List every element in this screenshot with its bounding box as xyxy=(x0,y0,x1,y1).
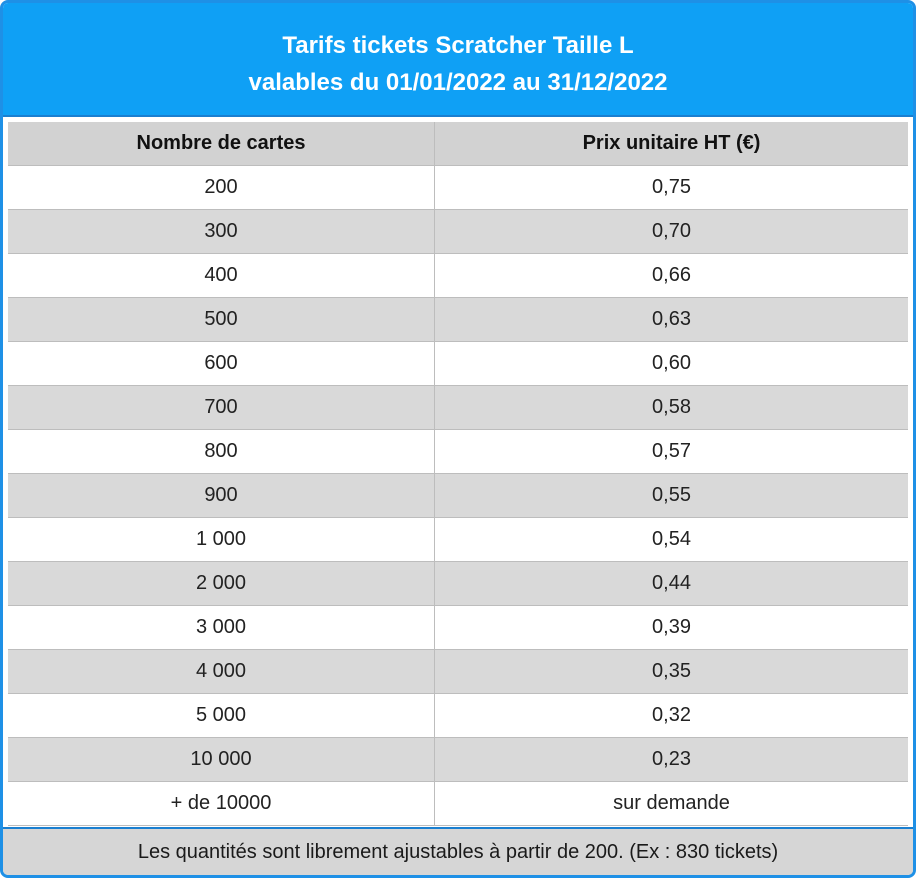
price-cell: 0,32 xyxy=(652,704,691,726)
quantity-cell: 600 xyxy=(8,342,435,385)
table-row: 900 0,55 xyxy=(8,474,908,518)
quantity-cell: 10 000 xyxy=(8,738,435,781)
price-cell: 0,23 xyxy=(652,748,691,770)
table-row: 700 0,58 xyxy=(8,386,908,430)
quantity-cell: 4 000 xyxy=(8,650,435,693)
quantity-cell: 1 000 xyxy=(8,518,435,561)
price-cell: 0,70 xyxy=(652,220,691,242)
quantity-cell: 800 xyxy=(8,430,435,473)
header-prix-unitaire: Prix unitaire HT (€) xyxy=(582,132,761,154)
table-row: 5 000 0,32 xyxy=(8,694,908,738)
price-cell: 0,75 xyxy=(652,176,691,198)
quantity-cell: 3 000 xyxy=(8,606,435,649)
price-cell: 0,44 xyxy=(652,572,691,594)
price-cell: 0,66 xyxy=(652,264,691,286)
price-cell: 0,63 xyxy=(652,308,691,330)
table-row: 2 000 0,44 xyxy=(8,562,908,606)
table-row: 10 000 0,23 xyxy=(8,738,908,782)
quantity-cell: 400 xyxy=(8,254,435,297)
quantity-cell: 300 xyxy=(8,210,435,253)
quantity-cell: 200 xyxy=(8,166,435,209)
table-row: 300 0,70 xyxy=(8,210,908,254)
table-row: 200 0,75 xyxy=(8,166,908,210)
title-line-1: Tarifs tickets Scratcher Taille L xyxy=(282,32,634,59)
quantity-cell: 500 xyxy=(8,298,435,341)
quantity-cell: 2 000 xyxy=(8,562,435,605)
price-cell: 0,57 xyxy=(652,440,691,462)
price-cell: 0,35 xyxy=(652,660,691,682)
price-cell: 0,58 xyxy=(652,396,691,418)
table-row: 500 0,63 xyxy=(8,298,908,342)
table-row: 600 0,60 xyxy=(8,342,908,386)
table-row: 4 000 0,35 xyxy=(8,650,908,694)
table-row: 400 0,66 xyxy=(8,254,908,298)
table-footer-note: Les quantités sont librement ajustables … xyxy=(3,827,913,875)
price-cell: 0,39 xyxy=(652,616,691,638)
title-line-2: valables du 01/01/2022 au 31/12/2022 xyxy=(248,69,668,96)
quantity-cell: 5 000 xyxy=(8,694,435,737)
table-header-row: Nombre de cartes Prix unitaire HT (€) xyxy=(8,122,908,166)
price-cell: 0,60 xyxy=(652,352,691,374)
table-row: 3 000 0,39 xyxy=(8,606,908,650)
quantity-cell: + de 10000 xyxy=(8,782,435,825)
quantity-cell: 700 xyxy=(8,386,435,429)
quantity-cell: 900 xyxy=(8,474,435,517)
table-row: 800 0,57 xyxy=(8,430,908,474)
price-cell: 0,54 xyxy=(652,528,691,550)
table-title: Tarifs tickets Scratcher Taille L valabl… xyxy=(3,3,913,117)
table-row: 1 000 0,54 xyxy=(8,518,908,562)
price-cell: 0,55 xyxy=(652,484,691,506)
price-cell: sur demande xyxy=(613,792,730,814)
price-grid: Nombre de cartes Prix unitaire HT (€) 20… xyxy=(8,122,908,826)
table-row: + de 10000 sur demande xyxy=(8,782,908,826)
header-nombre-de-cartes: Nombre de cartes xyxy=(8,122,435,165)
